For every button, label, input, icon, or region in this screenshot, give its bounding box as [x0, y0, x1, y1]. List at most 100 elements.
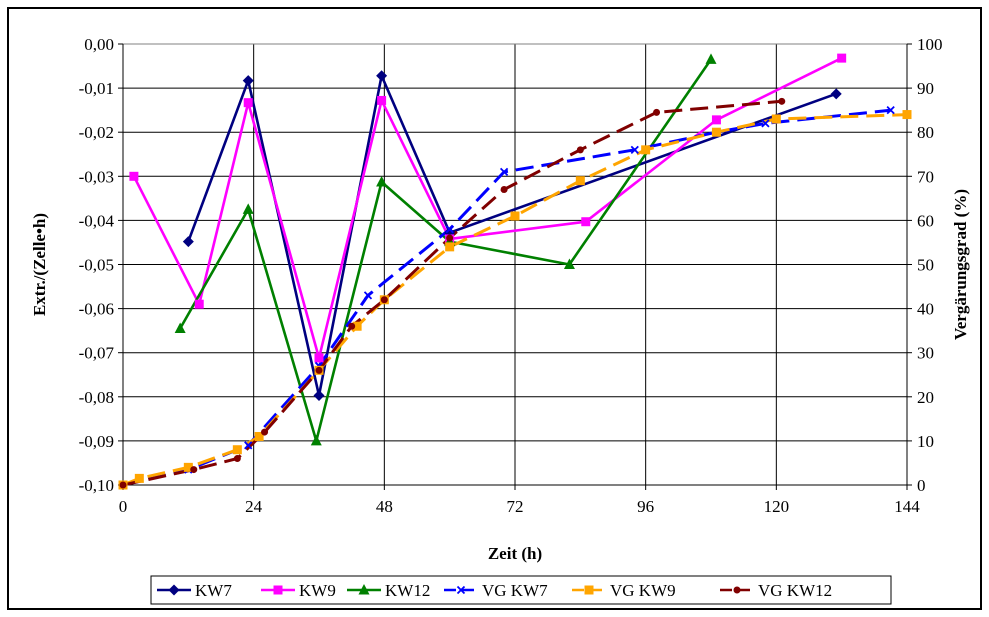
series-line-kw7 [187, 74, 837, 397]
y2-tick-label: 10 [917, 432, 934, 451]
y-axis-title: Extr./(Zelle•h) [30, 213, 49, 316]
data-point-kw9 [129, 171, 139, 181]
y2-tick-label: 60 [917, 211, 934, 230]
data-point-vg-kw9 [575, 176, 585, 186]
x-tick-label: 0 [119, 497, 128, 516]
x-tick-label: 24 [245, 497, 263, 516]
y2-tick-label: 100 [917, 35, 943, 54]
y-tick-label: -0,08 [79, 388, 114, 407]
data-point-kw12 [310, 434, 322, 446]
y2-tick-label: 30 [917, 344, 934, 363]
legend-label: VG KW9 [610, 581, 676, 600]
x-tick-label: 72 [507, 497, 524, 516]
data-point-vg-kw9 [902, 110, 912, 120]
y2-tick-label: 90 [917, 79, 934, 98]
data-point-vg-kw7 [244, 441, 253, 450]
x-axis-title: Zeit (h) [488, 544, 542, 563]
data-point-kw12 [563, 258, 575, 269]
data-point-vg-kw12 [233, 455, 241, 463]
data-point-vg-kw7 [363, 291, 373, 300]
data-point-vg-kw7 [499, 167, 509, 177]
data-point-vg-kw9 [134, 473, 144, 483]
data-point-vg-kw9 [254, 431, 264, 441]
data-point-kw7 [242, 75, 254, 87]
data-point-kw12 [376, 176, 388, 187]
x-tick-label: 144 [894, 497, 920, 516]
legend-label: VG KW7 [482, 581, 548, 600]
series-line-vg-kw12 [122, 99, 782, 487]
y2-tick-label: 80 [917, 123, 934, 142]
y-tick-label: -0,05 [79, 256, 114, 275]
tick-labels: 0,00 -0,01 -0,02 -0,03 -0,04 -0,05 -0,06 -0,07 -… [79, 35, 943, 516]
y-tick-label: -0,03 [79, 167, 114, 186]
x-tick-label: 96 [637, 497, 654, 516]
legend-label: KW12 [385, 581, 430, 600]
y-tick-label: -0,02 [79, 123, 114, 142]
y-tick-label: -0,09 [79, 432, 114, 451]
y-tick-label: -0,10 [79, 476, 114, 495]
y2-tick-label: 50 [917, 256, 934, 275]
data-point-vg-kw12 [315, 366, 323, 374]
data-point-vg-kw9 [510, 211, 520, 221]
data-point-vg-kw12 [500, 186, 508, 194]
data-point-vg-kw9 [771, 114, 781, 124]
y2-tick-label: 20 [917, 388, 934, 407]
series-markers [118, 53, 912, 490]
data-point-kw12 [174, 322, 186, 333]
y-tick-label: -0,06 [79, 300, 114, 319]
legend-swatch-marker [168, 584, 180, 596]
series-line-vg-kw7 [122, 108, 891, 487]
data-point-vg-kw12 [576, 146, 584, 154]
data-point-vg-kw7 [886, 106, 895, 115]
y2-tick-label: 0 [917, 476, 926, 495]
legend-label: KW7 [195, 581, 232, 600]
x-tick-label: 120 [764, 497, 790, 516]
x-tick-label: 48 [376, 497, 393, 516]
data-point-kw7 [313, 389, 325, 401]
data-point-vg-kw9 [183, 462, 193, 472]
data-point-kw7 [830, 88, 842, 100]
data-point-vg-kw9 [352, 321, 362, 331]
data-point-kw9 [837, 53, 847, 63]
data-point-vg-kw12 [380, 296, 388, 304]
data-point-kw9 [377, 95, 387, 105]
data-point-kw9 [243, 98, 253, 108]
data-point-vg-kw12 [778, 97, 786, 105]
legend-swatch-marker [358, 584, 370, 595]
legend-swatch-marker [456, 585, 466, 595]
y-tick-label: -0,07 [79, 344, 115, 363]
y2-tick-label: 70 [917, 167, 934, 186]
legend-label: VG KW12 [758, 581, 832, 600]
legend: KW7 KW9 KW12 VG KW7 VG KW9 VG KW12 [150, 575, 892, 605]
data-point-kw7 [182, 236, 194, 248]
data-point-vg-kw12 [653, 108, 661, 116]
axes [118, 43, 912, 490]
y-tick-label: -0,04 [79, 211, 115, 230]
data-point-vg-kw12 [190, 466, 198, 474]
y-tick-label: -0,01 [79, 79, 114, 98]
legend-swatch-marker [584, 585, 594, 595]
y2-axis-title: Vergärungsgrad (%) [951, 189, 970, 340]
legend-swatch-marker [273, 585, 283, 595]
data-point-kw9 [711, 115, 721, 125]
data-point-vg-kw7 [630, 145, 639, 154]
data-point-vg-kw12 [446, 234, 454, 242]
data-point-vg-kw12 [119, 481, 127, 489]
data-point-kw12 [705, 53, 717, 64]
data-point-kw7 [376, 70, 388, 82]
data-point-vg-kw7 [445, 225, 454, 234]
data-point-kw9 [314, 353, 324, 363]
data-point-kw12 [242, 203, 254, 214]
data-point-kw9 [581, 217, 591, 227]
y-tick-label: 0,00 [84, 35, 114, 54]
data-point-vg-kw7 [761, 119, 770, 128]
y2-tick-label: 40 [917, 300, 934, 319]
data-point-vg-kw9 [711, 127, 721, 137]
data-point-kw9 [194, 299, 204, 309]
data-point-vg-kw12 [348, 322, 356, 330]
legend-swatch-marker [733, 586, 741, 594]
series-line-vg-kw9 [122, 113, 908, 487]
data-point-vg-kw9 [232, 445, 242, 455]
legend-label: KW9 [299, 581, 336, 600]
